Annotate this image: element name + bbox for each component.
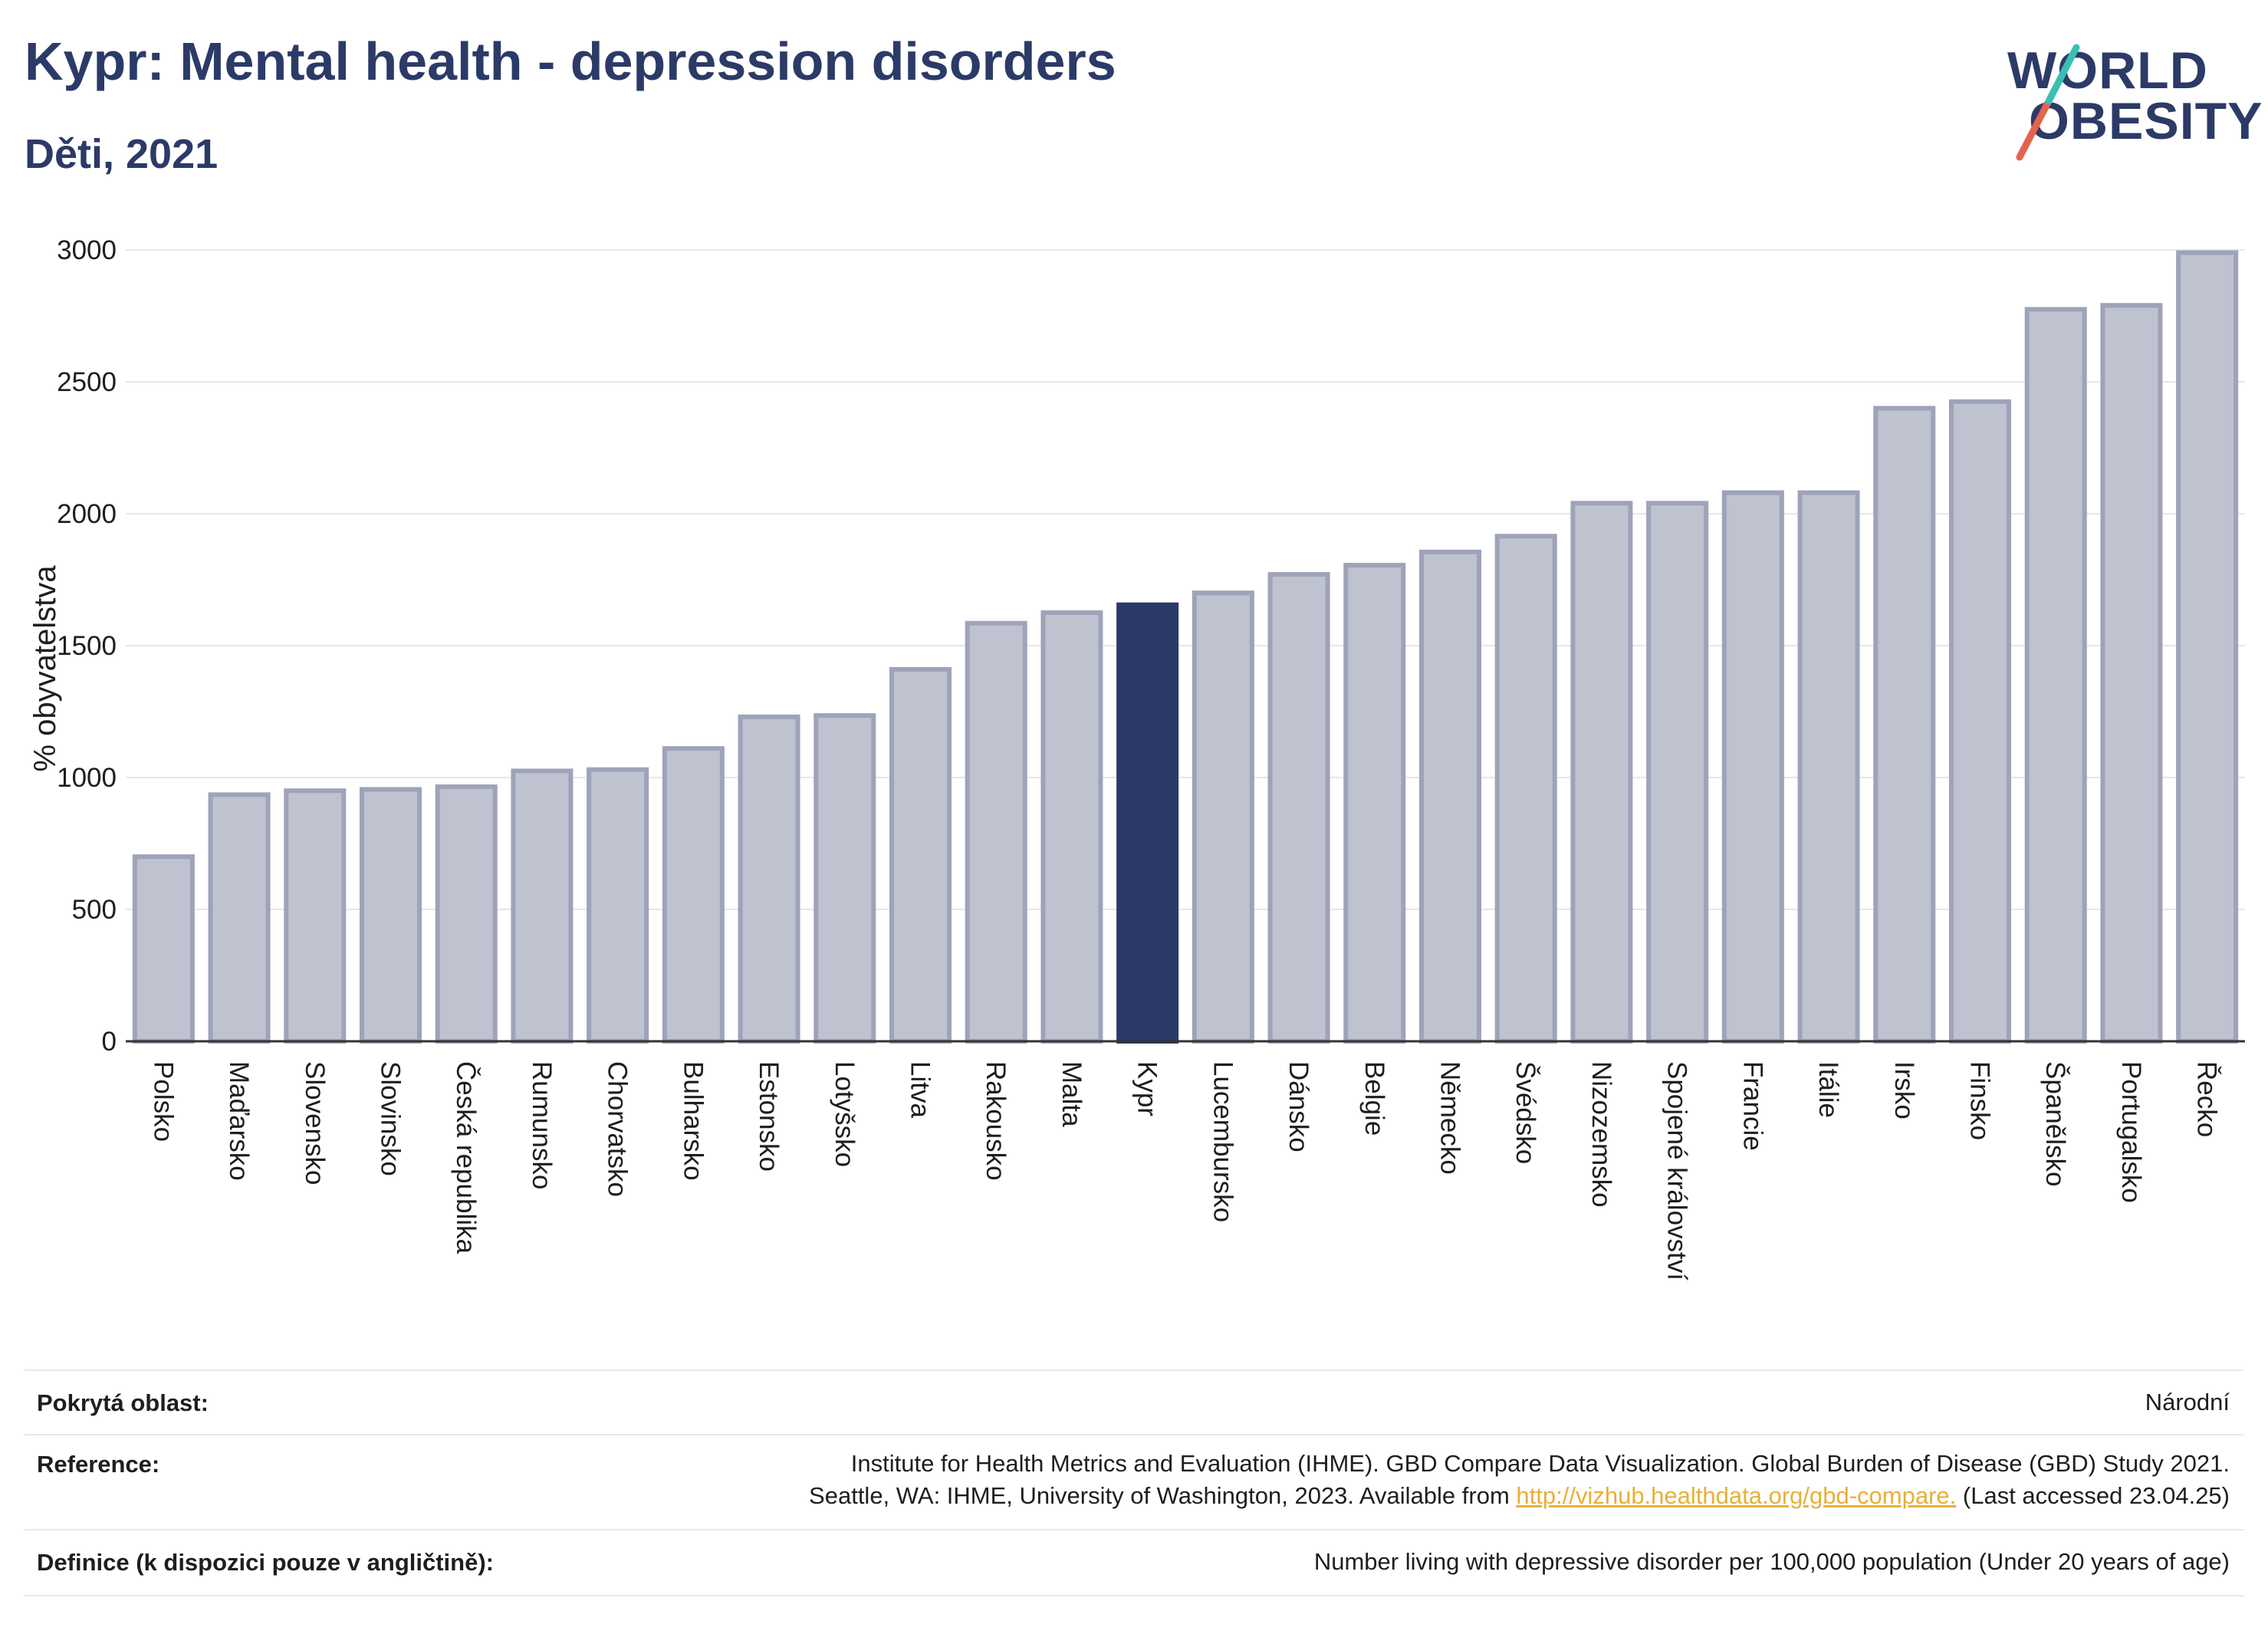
page-subtitle: Děti, 2021: [25, 131, 219, 177]
x-tick-label: Estonsko: [754, 1061, 784, 1172]
x-tick-label: Chorvatsko: [603, 1061, 633, 1197]
bar-18: [1494, 534, 1557, 1044]
x-tick-label: Litva: [906, 1061, 935, 1118]
page-title: Kypr: Mental health - depression disorde…: [25, 31, 1116, 91]
reference-row: Reference: Institute for Health Metrics …: [25, 1434, 2243, 1530]
bar-13: [1116, 602, 1179, 1044]
reference-line-2-end: (Last accessed 23.04.25): [1956, 1482, 2230, 1509]
y-tick-label: 500: [72, 895, 117, 925]
bar-24: [1948, 399, 2012, 1044]
x-tick-label: Spojené království: [1662, 1061, 1692, 1281]
x-tick-label: Francie: [1737, 1061, 1767, 1151]
x-tick-label: Polsko: [148, 1061, 178, 1142]
x-tick-label: Česká republika: [451, 1061, 481, 1254]
definition-value: Number living with depressive disorder p…: [1313, 1548, 2230, 1575]
x-tick-label: Slovinsko: [376, 1061, 406, 1176]
y-tick-label: 1000: [57, 763, 117, 793]
coverage-row: Pokrytá oblast: Národní: [25, 1369, 2243, 1435]
x-tick-label: Itálie: [1813, 1061, 1843, 1118]
x-tick-label: Malta: [1057, 1061, 1086, 1127]
x-tick-label: Portugalsko: [2116, 1061, 2146, 1203]
bar-2: [284, 788, 347, 1044]
coverage-value: Národní: [2145, 1389, 2230, 1415]
bar-5: [511, 768, 574, 1044]
x-tick-label: Dánsko: [1284, 1061, 1313, 1152]
x-tick-label: Lotyšsko: [830, 1061, 860, 1167]
x-tick-label: Řecko: [2192, 1061, 2222, 1137]
reference-value: Institute for Health Metrics and Evaluat…: [809, 1448, 2230, 1512]
bar-1: [208, 792, 271, 1044]
bar-15: [1267, 572, 1330, 1044]
bar-9: [814, 713, 876, 1044]
world-obesity-logo: WORLD OBESITY: [1994, 31, 2263, 169]
x-tick-label: Lucembursko: [1208, 1061, 1238, 1222]
bar-4: [435, 784, 498, 1044]
bar-12: [1040, 610, 1103, 1044]
bar-21: [1721, 490, 1784, 1044]
bar-14: [1192, 590, 1254, 1044]
bar-0: [132, 854, 195, 1044]
bar-chart: 0 500 1000 1500 2000 2500 3000 % obyvatelstva Po…: [28, 235, 2245, 1281]
x-tick-label: Maďarsko: [224, 1061, 254, 1181]
reference-line-2-start: Seattle, WA: IHME, University of Washing…: [809, 1482, 1517, 1509]
x-tick-label: Finsko: [1965, 1061, 1995, 1140]
x-tick-label: Belgie: [1359, 1061, 1389, 1136]
y-tick-label: 1500: [57, 631, 117, 661]
bar-20: [1646, 501, 1709, 1044]
x-tick-label: Německo: [1435, 1061, 1465, 1175]
bar-11: [965, 620, 1027, 1044]
y-tick-label: 3000: [57, 235, 117, 265]
x-tick-label: Irsko: [1889, 1061, 1919, 1119]
definition-label: Definice (k dispozici pouze v angličtině…: [37, 1549, 494, 1576]
bar-23: [1873, 406, 1936, 1044]
x-tick-label: Rakousko: [981, 1061, 1011, 1181]
logo-line-2: OBESITY: [2029, 92, 2263, 150]
bar-3: [359, 787, 422, 1044]
coverage-label: Pokrytá oblast:: [37, 1389, 209, 1416]
bar-19: [1570, 501, 1633, 1044]
reference-line-2: Seattle, WA: IHME, University of Washing…: [809, 1480, 2230, 1512]
x-tick-label: Kypr: [1132, 1061, 1162, 1116]
bar-16: [1343, 563, 1406, 1044]
x-tick-label: Bulharsko: [678, 1061, 708, 1181]
reference-line-1: Institute for Health Metrics and Evaluat…: [850, 1450, 2230, 1477]
bar-8: [738, 714, 800, 1044]
bar-25: [2024, 307, 2087, 1044]
x-tick-label: Španělsko: [2040, 1061, 2070, 1186]
x-tick-label: Nizozemsko: [1586, 1061, 1616, 1208]
y-axis-label: % obyvatelstva: [28, 565, 62, 772]
x-tick-label: Rumunsko: [527, 1061, 557, 1189]
bar-6: [587, 767, 649, 1044]
x-tick-label: Slovensko: [300, 1061, 330, 1185]
bar-27: [2176, 250, 2239, 1044]
y-tick-label: 0: [102, 1027, 117, 1057]
bar-22: [1797, 490, 1860, 1044]
reference-label: Reference:: [37, 1451, 160, 1478]
x-tick-label: Švédsko: [1510, 1061, 1540, 1164]
bar-26: [2100, 303, 2163, 1044]
y-tick-label: 2000: [57, 499, 117, 529]
definition-row: Definice (k dispozici pouze v angličtině…: [25, 1529, 2243, 1596]
bar-7: [662, 746, 725, 1044]
info-table: Pokrytá oblast: Národní Reference: Insti…: [25, 1369, 2243, 1599]
logo-slash-icon: [2016, 44, 2080, 161]
logo-line-1: WORLD: [2007, 41, 2208, 100]
reference-link[interactable]: http://vizhub.healthdata.org/gbd-compare…: [1516, 1482, 1957, 1509]
y-tick-label: 2500: [57, 367, 117, 397]
bar-10: [889, 666, 952, 1044]
bar-17: [1418, 549, 1482, 1044]
